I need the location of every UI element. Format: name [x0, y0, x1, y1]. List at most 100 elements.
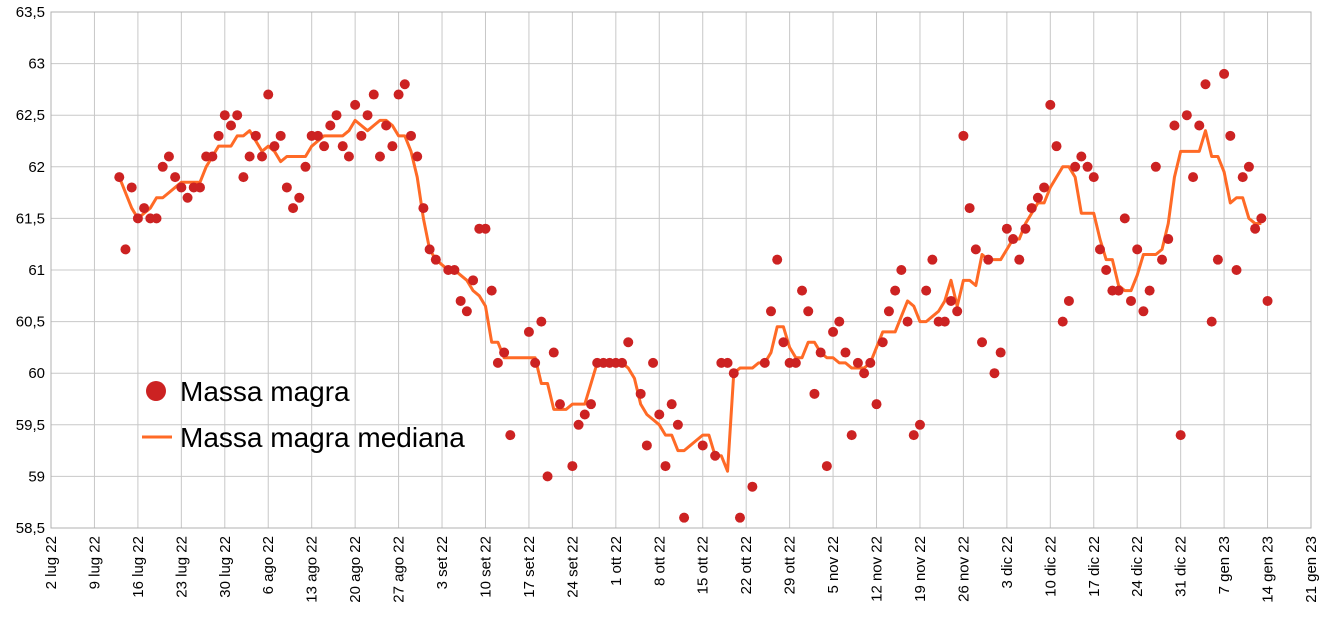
- data-point-massa-magra: [331, 110, 342, 121]
- data-point-massa-magra: [1225, 130, 1236, 141]
- x-tick-label: 16 lug 22: [130, 536, 147, 598]
- data-point-massa-magra: [1206, 316, 1217, 327]
- x-tick-label: 30 lug 22: [217, 536, 234, 598]
- data-point-massa-magra: [573, 419, 584, 430]
- data-point-massa-magra: [952, 306, 963, 317]
- data-point-massa-magra: [1256, 213, 1267, 224]
- x-tick-label: 10 set 22: [477, 536, 494, 598]
- data-point-massa-magra: [1076, 151, 1087, 162]
- data-point-massa-magra: [374, 151, 385, 162]
- x-tick-label: 21 gen 23: [1303, 536, 1320, 603]
- x-tick-label: 13 ago 22: [304, 536, 321, 603]
- y-tick-label: 60: [28, 365, 45, 382]
- data-point-massa-magra: [1101, 265, 1112, 275]
- data-point-massa-magra: [728, 368, 739, 379]
- data-point-massa-magra: [766, 306, 776, 317]
- data-point-massa-magra: [995, 347, 1006, 358]
- data-point-massa-magra: [244, 151, 255, 162]
- data-point-massa-magra: [1169, 120, 1180, 131]
- data-point-massa-magra: [1113, 285, 1124, 296]
- data-point-massa-magra: [908, 430, 919, 441]
- data-point-massa-magra: [275, 130, 286, 141]
- data-point-massa-magra: [797, 285, 808, 296]
- data-point-massa-magra: [1008, 234, 1019, 245]
- data-point-massa-magra: [219, 110, 230, 121]
- data-point-massa-magra: [182, 192, 193, 203]
- x-tick-label: 27 ago 22: [391, 536, 408, 603]
- data-point-massa-magra: [523, 326, 534, 337]
- data-point-massa-magra: [983, 254, 994, 265]
- data-point-massa-magra: [368, 89, 379, 100]
- data-point-massa-magra: [1039, 182, 1050, 193]
- data-point-massa-magra: [579, 409, 590, 420]
- data-point-massa-magra: [176, 182, 187, 193]
- x-tick-label: 26 nov 22: [955, 536, 972, 602]
- y-tick-label: 59: [28, 468, 45, 485]
- x-tick-label: 22 ott 22: [738, 536, 755, 594]
- plot-frame: [50, 11, 1312, 529]
- data-point-massa-magra: [312, 130, 323, 141]
- y-tick-label: 59,5: [16, 417, 45, 434]
- data-point-massa-magra: [126, 182, 137, 193]
- x-tick-label: 5 nov 22: [825, 536, 842, 594]
- data-point-massa-magra: [586, 399, 596, 410]
- data-point-massa-magra: [1150, 161, 1161, 172]
- x-tick-label: 17 set 22: [521, 536, 538, 598]
- x-tick-label: 8 ott 22: [651, 536, 668, 586]
- y-axis-tick-labels: 58,5 59 59,5 60 60,5 61 61,5 62 62,5 63 63,5: [16, 4, 45, 537]
- data-point-massa-magra: [865, 357, 876, 368]
- data-point-massa-magra: [617, 357, 628, 368]
- data-point-massa-magra: [1243, 161, 1254, 172]
- data-point-massa-magra: [821, 461, 832, 472]
- data-point-massa-magra: [834, 316, 845, 327]
- data-point-massa-magra: [430, 254, 441, 265]
- data-point-massa-magra: [1144, 285, 1155, 296]
- data-point-massa-magra: [300, 161, 311, 172]
- data-point-massa-magra: [778, 337, 789, 348]
- x-tick-label: 19 nov 22: [912, 536, 929, 602]
- data-point-massa-magra: [257, 151, 268, 162]
- data-point-massa-magra: [554, 399, 565, 410]
- data-point-massa-magra: [1014, 254, 1025, 265]
- x-tick-label: 10 dic 22: [1042, 536, 1059, 597]
- data-point-massa-magra: [1057, 316, 1068, 327]
- x-tick-label: 20 ago 22: [347, 536, 364, 603]
- data-point-massa-magra: [927, 254, 938, 265]
- x-tick-label: 24 dic 22: [1129, 536, 1146, 597]
- data-point-massa-magra: [1175, 430, 1186, 441]
- data-point-massa-magra: [1070, 161, 1081, 172]
- data-point-massa-magra: [406, 130, 416, 141]
- x-tick-label: 23 lug 22: [173, 536, 190, 598]
- data-point-massa-magra: [362, 110, 373, 121]
- data-point-massa-magra: [1119, 213, 1130, 224]
- grid: [50, 11, 1312, 529]
- data-point-massa-magra: [468, 275, 479, 286]
- x-tick-label: 14 gen 23: [1260, 536, 1277, 603]
- data-point-massa-magra: [852, 357, 863, 368]
- legend-marker-massa-magra: [146, 381, 166, 401]
- data-point-massa-magra: [356, 130, 367, 141]
- data-point-massa-magra: [281, 182, 292, 193]
- data-point-massa-magra: [759, 357, 770, 368]
- data-point-massa-magra: [157, 161, 168, 172]
- data-point-massa-magra: [226, 120, 236, 131]
- data-point-massa-magra: [455, 295, 466, 306]
- data-point-massa-magra: [710, 450, 721, 461]
- x-tick-label: 9 lug 22: [86, 536, 103, 589]
- data-point-massa-magra: [207, 151, 218, 162]
- data-point-massa-magra: [213, 130, 224, 141]
- data-point-massa-magra: [1231, 265, 1242, 275]
- data-point-massa-magra: [1020, 223, 1031, 234]
- x-tick-label: 24 set 22: [564, 536, 581, 598]
- data-point-massa-magra: [970, 244, 981, 255]
- x-tick-label: 3 dic 22: [999, 536, 1016, 589]
- data-point-massa-magra: [1138, 306, 1149, 317]
- data-point-massa-magra: [263, 89, 274, 100]
- y-tick-label: 62: [28, 159, 45, 176]
- data-point-massa-magra: [343, 151, 354, 162]
- data-point-massa-magra: [641, 440, 652, 451]
- data-point-massa-magra: [1163, 234, 1174, 245]
- data-point-massa-magra: [648, 357, 659, 368]
- data-point-massa-magra: [871, 399, 882, 410]
- data-point-massa-magra: [1157, 254, 1168, 265]
